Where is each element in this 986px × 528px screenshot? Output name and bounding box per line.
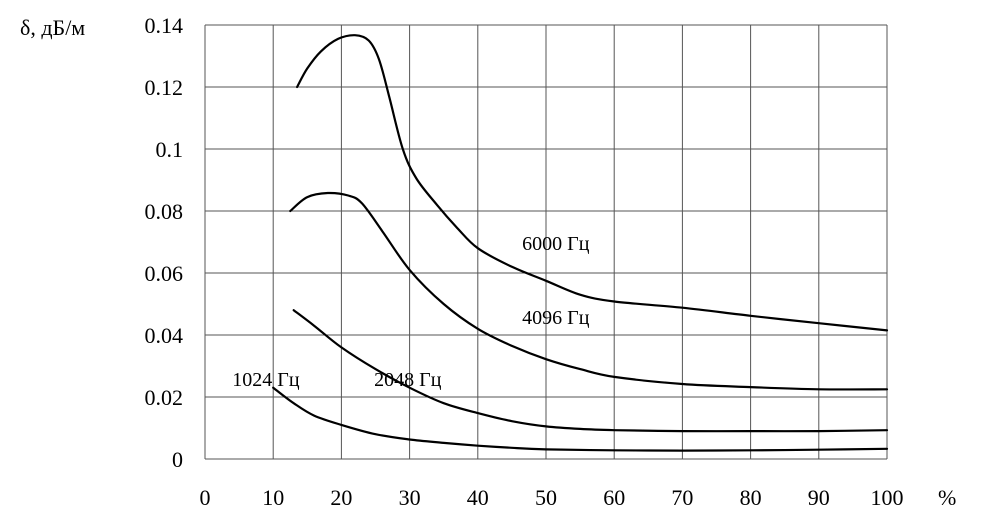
series-line-2048 <box>292 309 889 433</box>
y-tick-label: 0.1 <box>156 137 184 162</box>
x-tick-label: 20 <box>330 485 352 510</box>
y-tick-label: 0 <box>172 447 183 472</box>
series-line-6000 <box>296 34 889 332</box>
x-tick-label: 30 <box>399 485 421 510</box>
y-tick-label: 0.08 <box>145 199 184 224</box>
x-tick-label: 50 <box>535 485 557 510</box>
series-lines <box>272 34 889 452</box>
series-label-4096: 4096 Гц <box>522 307 590 329</box>
series-label-1024: 1024 Гц <box>232 369 300 391</box>
y-tick-label: 0.12 <box>145 75 184 100</box>
y-axis-title: δ, дБ/м <box>20 15 85 40</box>
series-label-2048: 2048 Гц <box>374 369 442 391</box>
y-tick-labels: 0 0.02 0.04 0.06 0.08 0.1 0.12 0.14 <box>145 13 184 472</box>
grid <box>204 24 888 460</box>
y-tick-label: 0.06 <box>145 261 184 286</box>
series-line-4096 <box>289 191 889 391</box>
series-label-6000: 6000 Гц <box>522 233 590 255</box>
y-tick-label: 0.02 <box>145 385 184 410</box>
x-axis-title: % <box>938 485 956 510</box>
x-tick-label: 70 <box>671 485 693 510</box>
x-tick-label: 90 <box>808 485 830 510</box>
x-tick-labels: 0 10 20 30 40 50 60 70 80 90 100 <box>200 485 904 510</box>
x-tick-label: 100 <box>871 485 904 510</box>
series-labels: 1024 Гц 2048 Гц 4096 Гц 6000 Гц <box>232 233 589 391</box>
x-tick-label: 40 <box>467 485 489 510</box>
y-tick-label: 0.14 <box>145 13 184 38</box>
x-tick-label: 60 <box>603 485 625 510</box>
x-tick-label: 10 <box>262 485 284 510</box>
x-tick-label: 0 <box>200 485 211 510</box>
y-tick-label: 0.04 <box>145 323 184 348</box>
series-line-1024 <box>272 386 889 452</box>
x-tick-label: 80 <box>740 485 762 510</box>
